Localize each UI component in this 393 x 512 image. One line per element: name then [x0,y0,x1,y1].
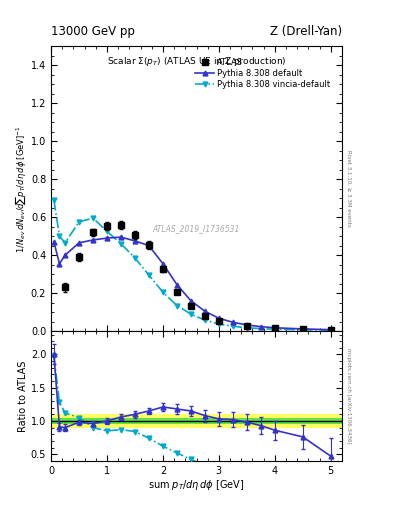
Text: 13000 GeV pp: 13000 GeV pp [51,26,135,38]
Text: mcplots.cern.ch [arXiv:1306.3436]: mcplots.cern.ch [arXiv:1306.3436] [346,348,351,444]
Y-axis label: $1/N_{ev}\,dN_{ev}/d\!\sum p_T/d\eta\,d\phi\;[\mathrm{GeV}]^{-1}$: $1/N_{ev}\,dN_{ev}/d\!\sum p_T/d\eta\,d\… [14,125,28,252]
Y-axis label: Ratio to ATLAS: Ratio to ATLAS [18,360,28,432]
Text: Rivet 3.1.10, ≥ 3.3M events: Rivet 3.1.10, ≥ 3.3M events [346,150,351,227]
Text: Z (Drell-Yan): Z (Drell-Yan) [270,26,342,38]
Text: Scalar $\Sigma(p_T)$ (ATLAS UE in Z production): Scalar $\Sigma(p_T)$ (ATLAS UE in Z prod… [107,55,286,68]
Text: ATLAS_2019_I1736531: ATLAS_2019_I1736531 [153,224,240,233]
Legend: ATLAS, Pythia 8.308 default, Pythia 8.308 vincia-default: ATLAS, Pythia 8.308 default, Pythia 8.30… [194,56,332,91]
X-axis label: sum $p_T/d\eta\,d\phi$ [GeV]: sum $p_T/d\eta\,d\phi$ [GeV] [148,478,245,493]
